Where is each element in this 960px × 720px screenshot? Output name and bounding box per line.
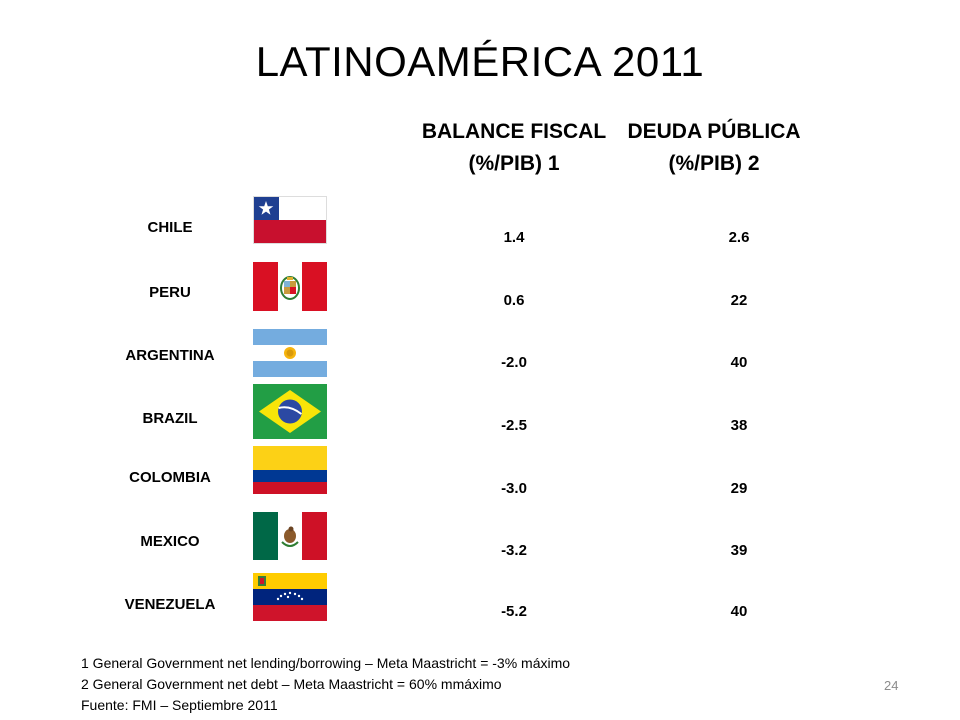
country-label-colombia: COLOMBIA [129,469,211,486]
public-debt-venezuela: 40 [730,603,748,620]
peru-flag-icon [253,262,327,311]
fiscal-balance-chile: 1.4 [503,229,525,246]
country-label-argentina: ARGENTINA [125,347,215,364]
footnotes: 1 General Government net lending/borrowi… [81,653,570,716]
public-debt-mexico: 39 [730,542,748,559]
public-debt-header-line1: DEUDA PÚBLICA [627,120,801,143]
public-debt-colombia: 29 [730,480,748,497]
public-debt-header-line2: (%/PIB) 2 [668,152,760,175]
source-note: Fuente: FMI – Septiembre 2011 [81,697,278,713]
venezuela-flag-icon [253,573,327,621]
public-debt-chile: 2.6 [728,229,750,246]
country-label-peru: PERU [149,284,191,301]
mexico-flag-icon [253,512,327,560]
argentina-flag-icon [253,329,327,377]
page-number: 24 [884,678,899,693]
fiscal-balance-peru: 0.6 [503,292,525,309]
country-label-venezuela: VENEZUELA [124,596,216,613]
fiscal-balance-brazil: -2.5 [501,417,527,434]
fiscal-balance-colombia: -3.0 [501,480,527,497]
fiscal-balance-argentina: -2.0 [501,354,527,371]
public-debt-header: DEUDA PÚBLICA (%/PIB) 2 [594,116,834,180]
public-debt-brazil: 38 [730,417,748,434]
footnote-1: 1 General Government net lending/borrowi… [81,655,571,671]
fiscal-balance-header-line2: (%/PIB) 1 [468,152,560,175]
fiscal-balance-mexico: -3.2 [501,542,527,559]
country-label-mexico: MEXICO [140,533,200,550]
country-label-chile: CHILE [147,219,193,236]
fiscal-balance-venezuela: -5.2 [501,603,527,620]
fiscal-balance-header: BALANCE FISCAL (%/PIB) 1 [394,116,634,180]
public-debt-peru: 22 [730,292,748,309]
footnote-2: 2 General Government net debt – Meta Maa… [81,676,502,692]
fiscal-balance-header-line1: BALANCE FISCAL [421,120,607,143]
country-label-brazil: BRAZIL [142,410,198,427]
chile-flag-icon [253,196,327,244]
slide-title: LATINOAMÉRICA 2011 [255,38,705,85]
colombia-flag-icon [253,446,327,494]
public-debt-argentina: 40 [730,354,748,371]
brazil-flag-icon [253,384,327,439]
